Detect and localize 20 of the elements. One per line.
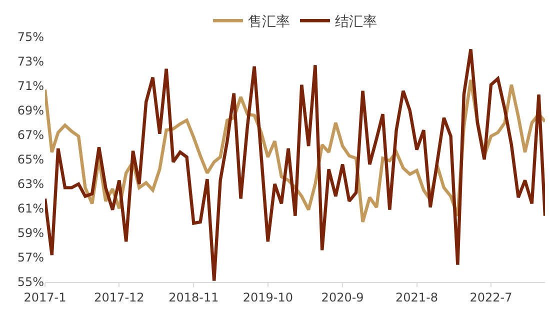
x-tick-label: 2017-1 bbox=[24, 290, 66, 304]
legend-label: 结汇率 bbox=[335, 14, 377, 30]
y-tick-label: 73% bbox=[17, 54, 44, 69]
y-tick-label: 59% bbox=[17, 226, 44, 240]
y-tick-label: 75% bbox=[17, 30, 44, 44]
y-tick-label: 69% bbox=[17, 104, 44, 118]
x-tick-label: 2019-10 bbox=[242, 290, 293, 304]
legend-label: 售汇率 bbox=[248, 14, 290, 30]
x-tick-label: 2018-11 bbox=[168, 290, 219, 304]
y-tick-label: 71% bbox=[17, 79, 44, 94]
y-tick-label: 67% bbox=[17, 128, 44, 142]
y-tick-label: 55% bbox=[17, 275, 44, 290]
y-tick-label: 63% bbox=[17, 177, 44, 192]
x-tick-label: 2020-9 bbox=[321, 290, 364, 304]
x-tick-label: 2017-12 bbox=[94, 290, 144, 304]
x-tick-label: 2022-7 bbox=[470, 290, 512, 304]
x-tick-label: 2021-8 bbox=[396, 290, 438, 304]
y-tick-label: 57% bbox=[17, 250, 44, 265]
y-tick-label: 65% bbox=[17, 152, 44, 167]
y-tick-label: 61% bbox=[17, 202, 44, 216]
